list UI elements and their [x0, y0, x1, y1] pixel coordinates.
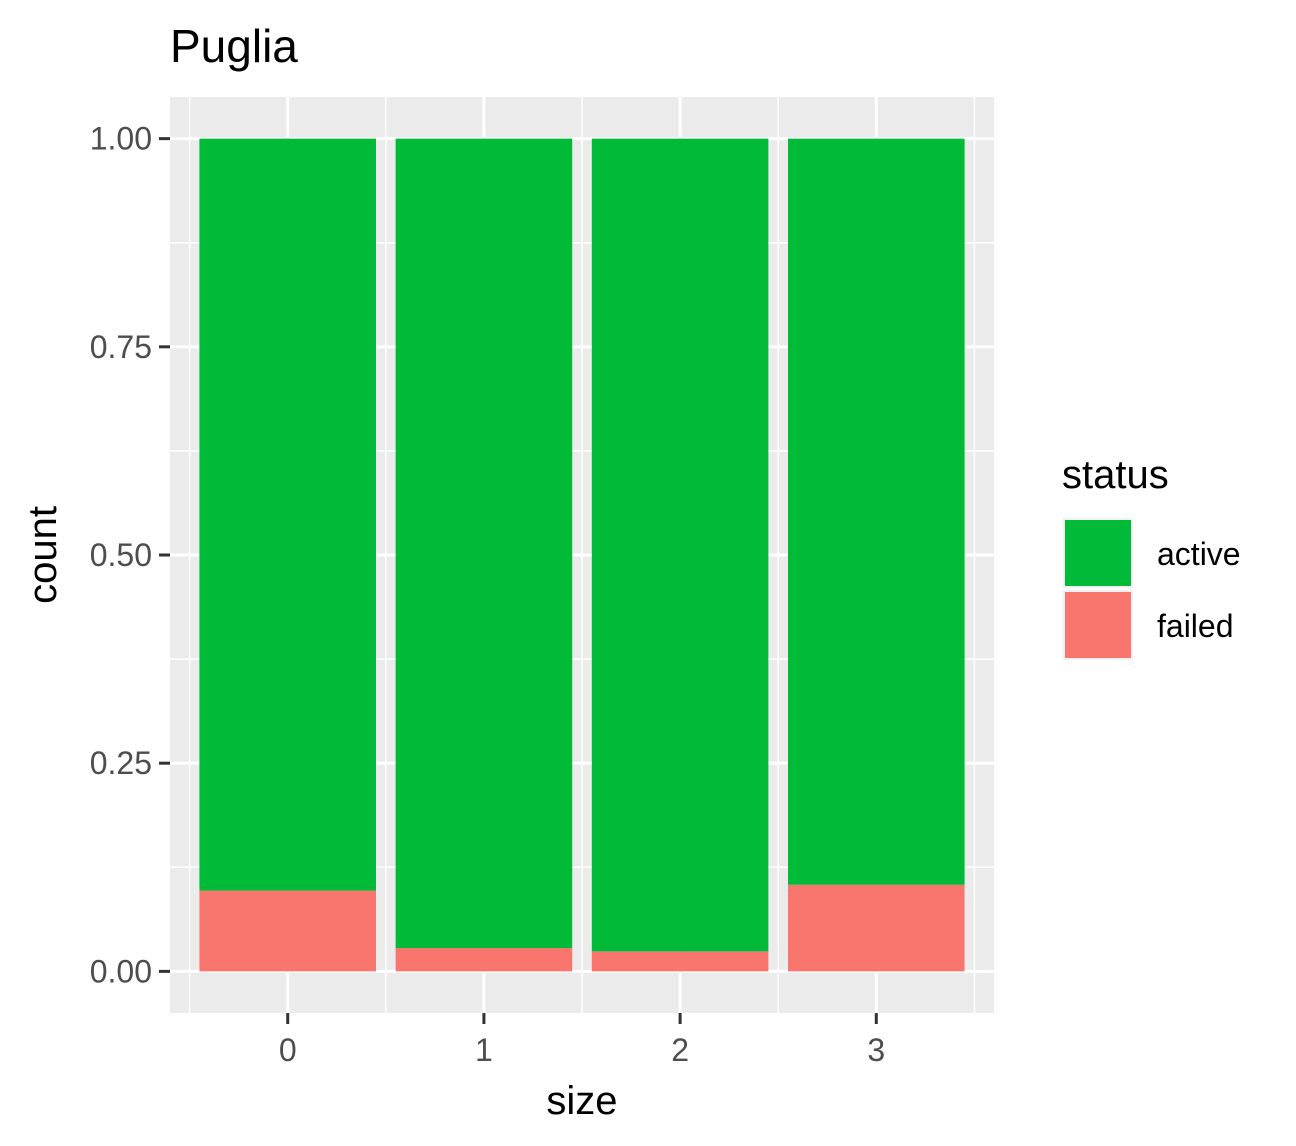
legend-label-active: active: [1157, 536, 1241, 572]
x-axis-title: size: [546, 1079, 617, 1123]
legend-key-active: [1065, 520, 1131, 586]
x-tick-label: 2: [671, 1032, 689, 1068]
bars: [199, 138, 965, 972]
x-tick-label: 1: [475, 1032, 493, 1068]
bar-active-2: [591, 138, 769, 952]
y-axis: 0.00 0.25 0.50 0.75 1.00: [90, 121, 170, 989]
bar-active-1: [395, 138, 573, 949]
x-tick-label: 3: [867, 1032, 885, 1068]
y-tick-label: 0.00: [90, 953, 152, 989]
y-tick-label: 0.75: [90, 329, 152, 365]
chart-title: Puglia: [170, 20, 298, 72]
legend-label-failed: failed: [1157, 608, 1234, 644]
bar-active-3: [788, 138, 965, 885]
y-tick-label: 0.25: [90, 745, 152, 781]
bar-failed-3: [788, 884, 965, 972]
bar-failed-2: [591, 951, 769, 972]
legend-key-failed: [1065, 592, 1131, 658]
x-tick-label: 0: [279, 1032, 297, 1068]
legend: status active failed: [1062, 453, 1241, 660]
legend-title: status: [1062, 453, 1169, 497]
bar-failed-0: [199, 890, 376, 972]
bar-failed-1: [395, 948, 573, 972]
x-axis: 0 1 2 3: [279, 1013, 885, 1068]
y-axis-title: count: [21, 506, 65, 604]
y-tick-label: 1.00: [90, 121, 152, 157]
bar-active-0: [199, 138, 376, 891]
y-tick-label: 0.50: [90, 537, 152, 573]
